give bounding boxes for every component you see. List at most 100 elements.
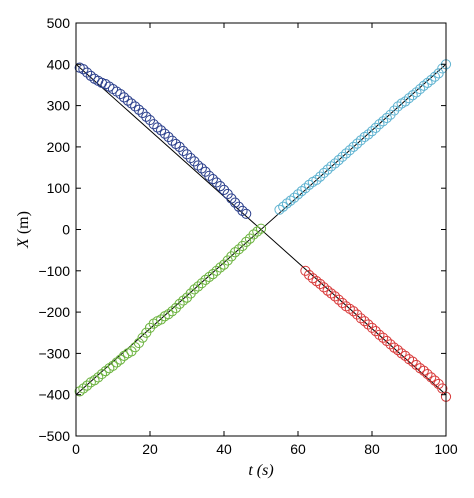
data-point bbox=[366, 322, 378, 333]
data-point bbox=[426, 74, 437, 86]
data-point bbox=[278, 201, 289, 212]
data-point bbox=[315, 278, 326, 290]
data-point bbox=[422, 77, 433, 88]
data-point bbox=[311, 276, 322, 287]
data-point bbox=[418, 80, 429, 91]
data-point bbox=[381, 112, 392, 124]
data-point bbox=[152, 122, 163, 133]
data-point bbox=[403, 93, 415, 104]
data-point bbox=[255, 223, 267, 234]
data-point bbox=[93, 372, 104, 383]
data-point bbox=[285, 195, 296, 206]
y-axis-variable: X bbox=[15, 237, 32, 249]
data-point bbox=[322, 164, 333, 175]
data-point bbox=[304, 269, 315, 281]
data-point bbox=[341, 301, 352, 312]
data-point bbox=[141, 111, 152, 122]
data-point bbox=[352, 309, 363, 320]
data-point bbox=[274, 204, 285, 215]
data-point bbox=[311, 174, 322, 186]
data-point bbox=[233, 244, 244, 255]
data-point bbox=[348, 141, 359, 152]
y-axis-title: X (m) bbox=[15, 211, 32, 249]
data-point bbox=[296, 185, 307, 197]
data-point bbox=[89, 375, 100, 386]
data-point bbox=[100, 366, 111, 377]
data-point bbox=[389, 342, 400, 353]
x-axis-variable: t bbox=[248, 462, 253, 479]
data-point bbox=[163, 131, 174, 143]
data-point bbox=[107, 360, 119, 371]
data-point bbox=[196, 163, 207, 174]
x-axis-title: t (s) bbox=[248, 462, 273, 479]
x-axis-unit: (s) bbox=[257, 462, 274, 479]
data-point bbox=[230, 247, 241, 258]
data-point bbox=[207, 174, 218, 185]
x-tick-label: 40 bbox=[216, 441, 232, 457]
data-point bbox=[178, 295, 189, 306]
data-point bbox=[337, 151, 348, 162]
x-tick-label: 0 bbox=[72, 441, 80, 457]
data-point bbox=[333, 294, 344, 305]
y-tick-label: 400 bbox=[47, 56, 71, 72]
series-4 bbox=[300, 265, 452, 402]
data-point bbox=[366, 126, 378, 137]
data-point bbox=[374, 119, 385, 130]
x-tick-label: 80 bbox=[364, 441, 380, 457]
data-point bbox=[185, 152, 196, 164]
data-point bbox=[104, 363, 115, 374]
y-tick-label: 500 bbox=[47, 15, 71, 31]
data-point bbox=[163, 309, 174, 320]
data-point bbox=[359, 131, 370, 143]
y-tick-label: −500 bbox=[38, 428, 70, 444]
data-point bbox=[400, 350, 411, 361]
data-point bbox=[82, 67, 93, 78]
data-point bbox=[363, 319, 374, 330]
data-point bbox=[407, 90, 418, 101]
data-point bbox=[326, 161, 337, 172]
data-point bbox=[422, 368, 433, 380]
data-point bbox=[189, 284, 200, 295]
data-point bbox=[355, 313, 366, 324]
data-point bbox=[104, 81, 115, 92]
data-point bbox=[119, 92, 130, 103]
data-point bbox=[82, 380, 93, 391]
data-point bbox=[196, 278, 207, 289]
data-point bbox=[130, 101, 141, 112]
data-point bbox=[352, 138, 363, 149]
data-point bbox=[78, 64, 89, 75]
y-tick-label: −300 bbox=[38, 345, 70, 361]
data-point bbox=[204, 271, 215, 283]
data-point bbox=[355, 135, 366, 146]
y-axis-unit: (m) bbox=[15, 211, 32, 234]
data-point bbox=[411, 359, 422, 371]
fit-lines bbox=[75, 63, 447, 396]
data-point bbox=[322, 285, 333, 296]
data-point bbox=[170, 138, 181, 150]
data-point bbox=[96, 368, 108, 380]
data-point bbox=[156, 125, 167, 136]
x-tick-label: 20 bbox=[142, 441, 158, 457]
data-point bbox=[137, 107, 148, 119]
data-point bbox=[252, 226, 263, 237]
data-point bbox=[181, 149, 193, 160]
data-point bbox=[359, 316, 370, 327]
data-point bbox=[378, 332, 389, 343]
data-point bbox=[396, 348, 407, 359]
data-points bbox=[74, 59, 452, 402]
data-point bbox=[418, 365, 429, 376]
data-point bbox=[241, 236, 252, 247]
y-tick-label: 300 bbox=[47, 98, 71, 114]
data-point bbox=[193, 281, 204, 292]
data-point bbox=[426, 372, 437, 383]
data-point bbox=[437, 383, 448, 394]
data-point bbox=[85, 70, 96, 81]
data-point bbox=[211, 265, 222, 276]
data-point bbox=[385, 339, 396, 350]
y-tick-label: 200 bbox=[47, 139, 71, 155]
data-point bbox=[307, 273, 318, 284]
data-point bbox=[156, 314, 167, 325]
data-point bbox=[333, 155, 344, 166]
data-point bbox=[115, 88, 126, 100]
